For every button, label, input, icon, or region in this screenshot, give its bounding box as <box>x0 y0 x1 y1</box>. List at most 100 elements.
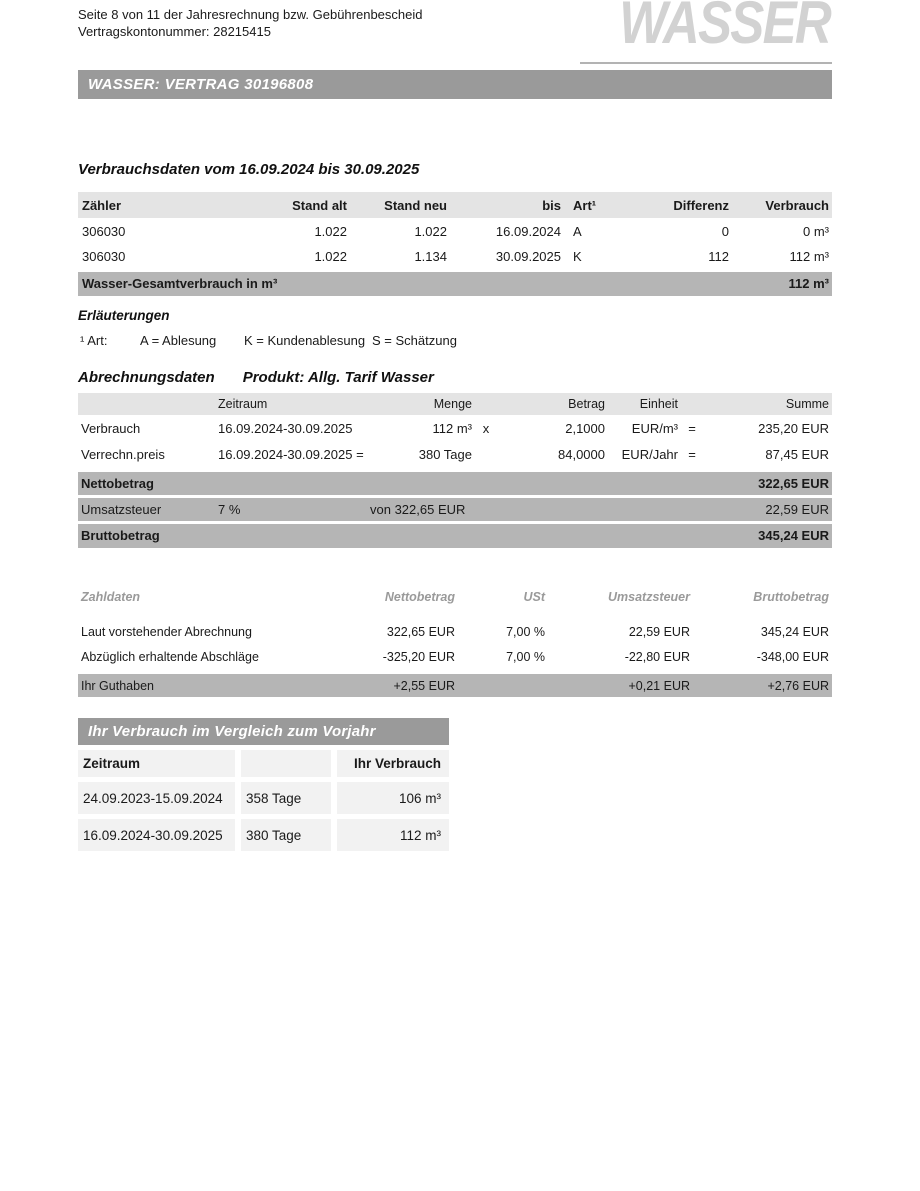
stand-neu-value: 1.134 <box>414 248 447 264</box>
verbrauch-value: 112 m³ <box>789 248 830 264</box>
brutto-amount: -348,00 EUR <box>756 649 829 664</box>
brutto-row: Bruttobetrag 345,24 EUR <box>78 520 832 548</box>
col-zeitraum: Zeitraum <box>78 750 235 777</box>
logo-underline <box>580 62 832 64</box>
col-verbrauch: Verbrauch <box>729 192 832 218</box>
meter-number: 306030 <box>82 248 126 264</box>
table-row: Abzüglich erhaltende Abschläge -325,20 E… <box>78 645 832 671</box>
table-row: 24.09.2023-15.09.2024 358 Tage 106 m³ <box>78 782 449 814</box>
col-zahldaten: Zahldaten <box>81 590 141 604</box>
ust-rate: 7,00 % <box>506 649 545 664</box>
table-row: Verrechn.preis 16.09.2024-30.09.2025 = 3… <box>78 441 832 467</box>
col-stand-neu: Stand neu <box>347 192 447 218</box>
zeitraum-value: 24.09.2023-15.09.2024 <box>78 782 235 814</box>
netto-value: 322,65 EUR <box>706 468 832 496</box>
betrag-value: 84,0000 <box>558 446 605 462</box>
table-row: 306030 1.022 1.134 30.09.2025 K 112 112 … <box>78 244 832 270</box>
guthaben-netto: +2,55 EUR <box>335 668 455 697</box>
col-tage <box>241 750 331 777</box>
empty-cell <box>500 494 605 522</box>
empty-cell <box>678 494 706 522</box>
verbrauch-value: 106 m³ <box>337 782 449 814</box>
verbrauch-value: 0 m³ <box>803 223 829 239</box>
menge-value: 380 Tage <box>418 446 472 462</box>
einheit-value: EUR/m³ <box>631 420 678 436</box>
ust-amount: 22,59 EUR <box>628 625 690 639</box>
section-abrechnungsdaten: Abrechnungsdaten Produkt: Allg. Tarif Was… <box>78 368 832 548</box>
total-consumption-label: Wasser-Gesamtverbrauch in m³ <box>78 268 600 296</box>
brutto-amount: 345,24 EUR <box>760 625 829 639</box>
guthaben-brutto: +2,76 EUR <box>690 668 832 697</box>
table-row: Laut vorstehender Abrechnung 322,65 EUR … <box>78 610 832 645</box>
vorjahr-title-bar: Ihr Verbrauch im Vergleich zum Vorjahr <box>78 718 449 745</box>
col-bis: bis <box>447 192 561 218</box>
guthaben-label: Ihr Guthaben <box>78 668 335 697</box>
verbrauch-value: 112 m³ <box>337 819 449 851</box>
menge-value: 112 m³ <box>432 420 473 436</box>
section-vorjahresvergleich: Ihr Verbrauch im Vergleich zum Vorjahr Z… <box>78 718 449 856</box>
brutto-value: 345,24 EUR <box>706 520 832 548</box>
stand-neu-value: 1.022 <box>414 223 447 239</box>
guthaben-row: Ihr Guthaben +2,55 EUR +0,21 EUR +2,76 E… <box>78 668 832 697</box>
betrag-value: 2,1000 <box>565 420 605 436</box>
col-zeitraum: Zeitraum <box>218 393 370 415</box>
col-nettobetrag: Nettobetrag <box>384 590 455 604</box>
erlaeuterungen-note: ¹ Art: A = Ablesung K = Kundenablesung S = … <box>78 333 832 348</box>
col-einheit: Einheit <box>605 393 678 415</box>
section-erlaeuterungen: Erläuterungen ¹ Art: A = Ablesung K = Kund… <box>78 306 832 348</box>
col-summe: Summe <box>706 393 832 415</box>
meter-number: 306030 <box>82 223 126 239</box>
art-code: K <box>573 248 582 264</box>
col-empty <box>472 393 500 415</box>
equals-operator: = <box>688 446 696 462</box>
page-number-line: Seite 8 von 11 der Jahresrechnung bzw. G… <box>78 7 423 22</box>
operator-cell <box>472 441 500 467</box>
page-meta-text: Seite 8 von 11 der Jahresrechnung bzw. G… <box>78 6 423 40</box>
differenz-value: 112 <box>708 248 729 264</box>
total-consumption-row: Wasser-Gesamtverbrauch in m³ 112 m³ <box>78 268 832 296</box>
table-row: 306030 1.022 1.022 16.09.2024 A 0 0 m³ <box>78 218 832 244</box>
bis-date: 30.09.2025 <box>495 248 561 264</box>
netto-amount: 322,65 EUR <box>386 625 455 639</box>
abrechnungsdaten-table: Zeitraum Menge Betrag Einheit Summe Verb… <box>78 393 832 548</box>
col-zaehler: Zähler <box>78 192 280 218</box>
col-ust: USt <box>523 590 545 604</box>
legend-ablesung: A = Ablesung <box>140 333 217 348</box>
col-empty <box>78 393 218 415</box>
col-umsatzsteuer: Umsatzsteuer <box>608 590 690 604</box>
ust-rate: 7,00 % <box>506 625 545 639</box>
summe-value: 235,20 EUR <box>758 420 829 436</box>
zahl-row-label: Abzüglich erhaltende Abschläge <box>81 649 259 664</box>
legend-schaetzung: S = Schätzung <box>372 333 457 348</box>
zahldaten-header-row: Zahldaten Nettobetrag USt Umsatzsteuer B… <box>78 584 832 610</box>
col-betrag: Betrag <box>500 393 605 415</box>
bis-date: 16.09.2024 <box>495 223 561 239</box>
table-row: Verbrauch 16.09.2024-30.09.2025 112 m³ x… <box>78 415 832 441</box>
tage-value: 358 Tage <box>241 782 331 814</box>
zeitraum-value: 16.09.2024-30.09.2025 = <box>218 446 364 462</box>
zeitraum-value: 16.09.2024-30.09.2025 <box>78 819 235 851</box>
section-verbrauchsdaten: Verbrauchsdaten vom 16.09.2024 bis 30.09… <box>78 160 832 296</box>
ust-label: Umsatzsteuer <box>78 494 218 522</box>
ust-basis: von 322,65 EUR <box>370 494 500 522</box>
col-art: Art¹ <box>561 192 600 218</box>
verbrauchsdaten-table: Zähler Stand alt Stand neu bis Art¹ Diff… <box>78 192 832 296</box>
verbrauchsdaten-title: Verbrauchsdaten vom 16.09.2024 bis 30.09… <box>78 161 420 178</box>
total-consumption-value: 112 m³ <box>600 268 832 296</box>
einheit-value: EUR/Jahr <box>621 446 678 462</box>
art-note-label: ¹ Art: <box>80 333 108 348</box>
legend-kundenablesung: K = Kundenablesung <box>244 333 366 348</box>
position-label: Verrechn.preis <box>81 446 165 462</box>
tage-value: 380 Tage <box>241 819 331 851</box>
col-differenz: Differenz <box>600 192 729 218</box>
abrechnungsdaten-header-row: Zeitraum Menge Betrag Einheit Summe <box>78 393 832 415</box>
col-ihr-verbrauch: Ihr Verbrauch <box>337 750 449 777</box>
position-label: Verbrauch <box>81 420 141 436</box>
zahl-row-label: Laut vorstehender Abrechnung <box>81 625 252 639</box>
wasser-logo: WASSER <box>619 0 832 56</box>
vorjahr-header-row: Zeitraum Ihr Verbrauch <box>78 750 449 777</box>
ust-value: 22,59 EUR <box>706 494 832 522</box>
erlaeuterungen-title: Erläuterungen <box>78 308 170 323</box>
guthaben-ust: +0,21 EUR <box>545 668 690 697</box>
